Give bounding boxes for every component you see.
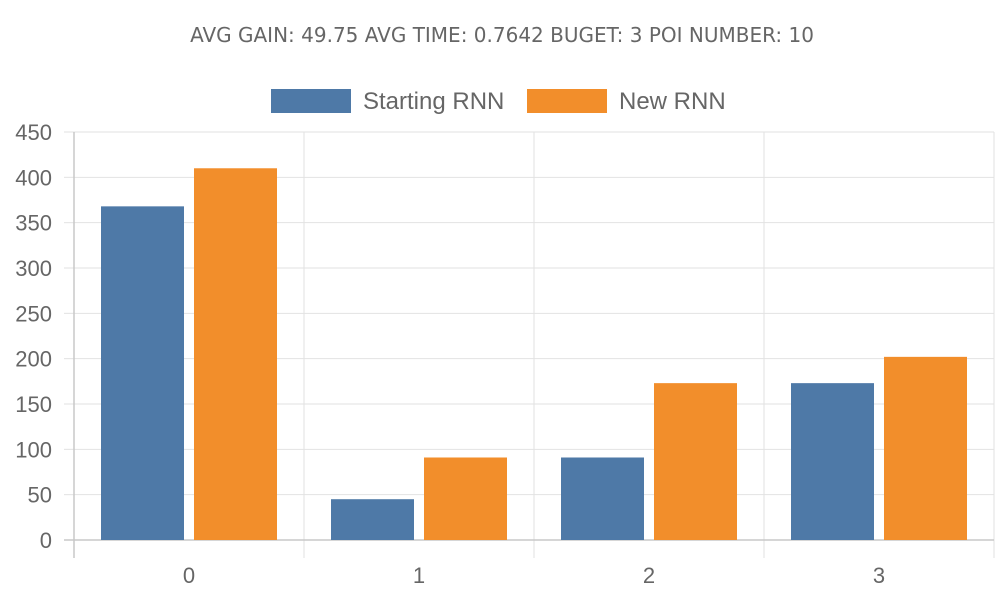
bar-starting-rnn-2[interactable] [561, 457, 644, 540]
y-tick-label: 200 [15, 347, 52, 372]
y-tick-label: 450 [15, 120, 52, 145]
legend-label: New RNN [619, 88, 726, 115]
bars [101, 168, 967, 540]
legend-swatch [527, 89, 607, 113]
x-tick-label: 3 [873, 563, 885, 588]
legend-item-new-rnn[interactable]: New RNN [527, 88, 726, 115]
bar-new-rnn-1[interactable] [424, 457, 507, 540]
y-tick-label: 100 [15, 437, 52, 462]
bar-new-rnn-3[interactable] [884, 356, 967, 540]
chart-title: AVG GAIN: 49.75 AVG TIME: 0.7642 BUGET: … [190, 23, 814, 47]
y-tick-label: 0 [40, 528, 52, 553]
y-tick-label: 400 [15, 165, 52, 190]
y-tick-label: 350 [15, 211, 52, 236]
y-tick-label: 150 [15, 392, 52, 417]
legend: Starting RNN New RNN [271, 88, 726, 115]
bar-starting-rnn-0[interactable] [101, 206, 184, 540]
y-tick-label: 250 [15, 301, 52, 326]
legend-item-starting-rnn[interactable]: Starting RNN [271, 88, 504, 115]
bar-new-rnn-0[interactable] [194, 168, 277, 540]
y-axis-ticks: 0 50 100 150 200 250 300 350 400 450 [15, 120, 52, 553]
y-tick-label: 50 [28, 483, 52, 508]
bar-starting-rnn-1[interactable] [331, 499, 414, 540]
bar-starting-rnn-3[interactable] [791, 383, 874, 540]
legend-swatch [271, 89, 351, 113]
x-axis-ticks: 0 1 2 3 [183, 563, 885, 588]
x-tick-label: 0 [183, 563, 195, 588]
bar-new-rnn-2[interactable] [654, 383, 737, 540]
legend-label: Starting RNN [363, 88, 504, 115]
x-tick-label: 1 [413, 563, 425, 588]
y-tick-label: 300 [15, 256, 52, 281]
x-tick-label: 2 [643, 563, 655, 588]
